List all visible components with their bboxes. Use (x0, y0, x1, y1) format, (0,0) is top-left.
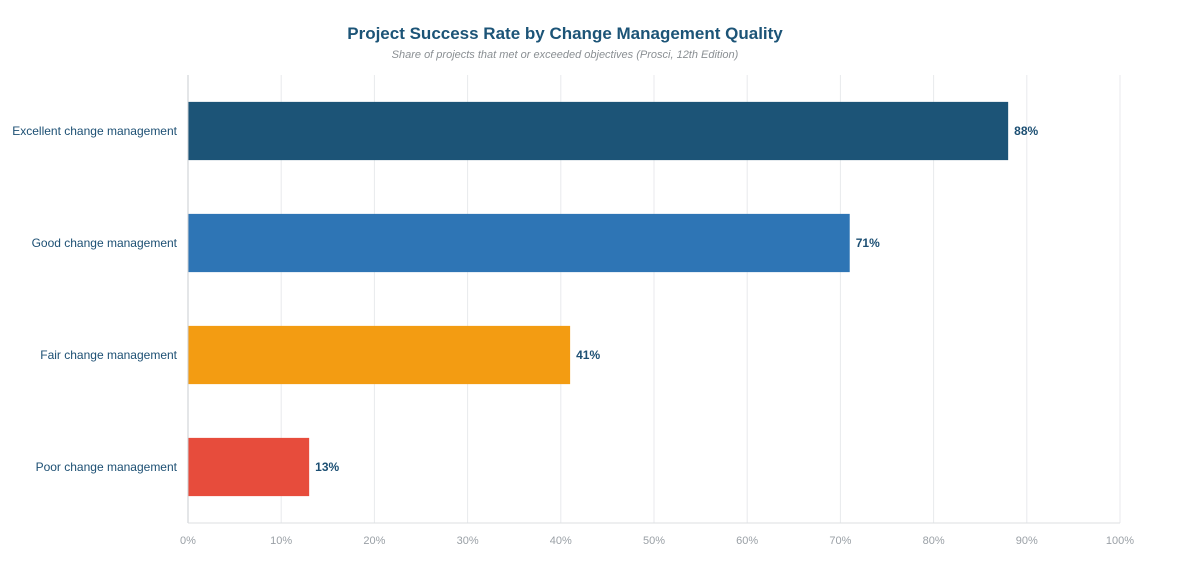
x-tick-label: 90% (1016, 535, 1038, 547)
x-tick-label: 20% (363, 535, 385, 547)
bars (188, 101, 1009, 497)
data-label: 13% (315, 460, 339, 474)
labels: Excellent change management 88% Good chang… (12, 124, 1038, 474)
x-tick-label: 10% (270, 535, 292, 547)
bar (188, 325, 571, 385)
x-tick-label: 0% (180, 535, 196, 547)
x-tick-label: 50% (643, 535, 665, 547)
chart-title: Project Success Rate by Change Managemen… (347, 24, 783, 43)
category-label: Fair change management (40, 348, 177, 362)
category-label: Good change management (32, 236, 178, 250)
category-label: Excellent change management (12, 124, 177, 138)
data-label: 71% (856, 236, 880, 250)
x-tick-label: 80% (923, 535, 945, 547)
bar (188, 101, 1009, 161)
x-tick-label: 100% (1106, 535, 1134, 547)
data-label: 88% (1014, 124, 1038, 138)
data-label: 41% (576, 348, 600, 362)
category-label: Poor change management (36, 460, 178, 474)
x-tick-label: 70% (829, 535, 851, 547)
chart-subtitle: Share of projects that met or exceeded o… (391, 49, 739, 61)
x-tick-label: 30% (457, 535, 479, 547)
bar (188, 213, 850, 273)
x-tick-label: 40% (550, 535, 572, 547)
axes: 0% 10% 20% 30% 40% 50% 60% 70% 80% 90% 100% (180, 75, 1134, 547)
x-tick-label: 60% (736, 535, 758, 547)
bar (188, 437, 310, 497)
